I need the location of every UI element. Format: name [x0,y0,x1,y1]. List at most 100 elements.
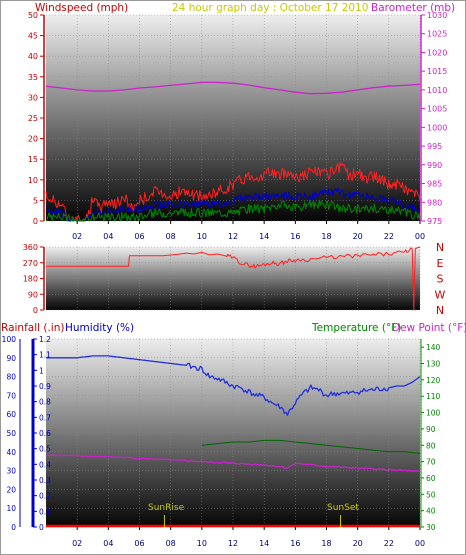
y-tick-label: 0.1 [39,507,51,516]
rainfall-axis-title: Rainfall (.in) [1,322,64,334]
y-tick-label: 0 [11,523,16,532]
wind-low-line [45,199,421,222]
y-tick-label: 1020 [427,48,447,57]
y-tick-label: 40 [28,52,38,61]
y-tick-label: 1010 [427,86,447,95]
x-tick-label: 12 [228,539,238,548]
dewpoint-axis-title: Dew Point (°F) [392,322,466,334]
y-tick-label: 990 [427,161,442,170]
y-tick-label: 270 [23,259,38,268]
y-tick-label: 120 [426,376,441,385]
humidity-line [46,355,421,416]
y-tick-label: 10 [28,176,38,185]
sunset-label: SunSet [327,503,359,513]
y-tick-label: 1000 [427,123,447,132]
y-tick-label: 90 [6,354,16,363]
y-tick-label: 975 [427,217,442,226]
x-tick-label: 06 [134,232,144,241]
y-tick-label: 980 [427,198,442,207]
x-tick-label: 08 [166,539,176,548]
dewpoint-line [201,439,421,454]
y-tick-label: 0.6 [39,429,51,438]
x-tick-label: 02 [72,539,82,548]
sunrise-label: SunRise [148,503,185,513]
y-tick-label: 995 [427,142,442,151]
y-tick-label: 70 [426,458,436,467]
y-tick-label: 1.2 [39,335,51,344]
y-tick-label: 1025 [427,30,447,39]
wind-barometer-plot: 0510152025303540455097598098599099510001… [28,11,448,241]
y-tick-label: 110 [426,392,441,401]
y-tick-label: 30 [426,523,436,532]
y-tick-label: 20 [28,135,38,144]
direction-compass-label: S [437,273,444,286]
x-tick-label: 22 [384,232,394,241]
y-tick-label: 80 [426,441,436,450]
wind-gust-line [45,162,421,222]
humidity-axis-title: Humidity (%) [65,322,134,334]
x-tick-label: 16 [290,539,300,548]
x-tick-label: 18 [321,232,331,241]
y-tick-label: 60 [6,410,16,419]
x-tick-label: 10 [197,232,207,241]
y-tick-label: 1005 [427,105,447,114]
humidity-temperature-plot: 0 0.1 0.2 0.3 0.4 0.5 0.6 0.7 0.8 0.9 1 1.1 1.2 0 10 20… [2,335,441,548]
y-tick-label: 50 [6,429,16,438]
x-tick-label: 00 [415,232,425,241]
x-tick-label: 14 [259,232,269,241]
windspeed-axis-title: Windspeed (mph) [35,2,128,14]
y-tick-label: 0.7 [39,413,51,422]
y-tick-label: 10 [6,504,16,513]
x-tick-label: 04 [103,539,113,548]
y-tick-label: 130 [426,360,441,369]
y-tick-label: 985 [427,180,442,189]
direction-compass-label: N [436,304,444,317]
y-tick-label: 360 [23,243,38,252]
x-tick-label: 04 [103,232,113,241]
y-tick-label: 45 [28,32,38,41]
temperature-line [45,454,421,473]
y-tick-label: 20 [6,485,16,494]
y-tick-label: 180 [23,275,38,284]
y-tick-label: 90 [28,290,38,299]
direction-compass-label: E [437,257,444,270]
y-tick-label: 50 [28,11,38,20]
y-tick-label: 90 [426,425,436,434]
x-tick-label: 20 [353,232,363,241]
direction-compass-label: W [435,288,446,301]
x-tick-label: 10 [197,539,207,548]
y-tick-label: 50 [426,490,436,499]
y-tick-label: 0.2 [39,492,51,501]
x-tick-label: 08 [166,232,176,241]
y-tick-label: 0 [39,523,44,532]
y-tick-label: 70 [6,391,16,400]
direction-compass-label: N [436,241,444,254]
y-tick-label: 30 [28,93,38,102]
temperature-axis-title: Temperature (°F) [311,322,401,334]
y-tick-label: 40 [426,507,436,516]
y-tick-label: 5 [33,196,38,205]
y-tick-label: 1 [39,366,44,375]
y-tick-label: 0 [33,217,38,226]
y-tick-label: 100 [426,409,441,418]
y-tick-label: 0 [33,306,38,315]
barometer-line [45,81,421,95]
y-tick-label: 1015 [427,67,447,76]
y-tick-label: 1030 [427,11,447,20]
x-tick-label: 12 [228,232,238,241]
y-tick-label: 0.9 [39,382,51,391]
y-tick-label: 25 [28,114,38,123]
x-tick-label: 00 [415,539,425,548]
y-tick-label: 1.1 [39,351,51,360]
y-tick-label: 30 [6,467,16,476]
x-tick-label: 22 [384,539,394,548]
y-tick-label: 40 [6,448,16,457]
barometer-axis-title: Barometer (mb) [371,2,455,14]
wind-mean-line [45,187,421,222]
graph-date-title: 24 hour graph day : October 17 2010 [172,2,368,14]
y-tick-label: 100 [2,335,17,344]
y-tick-label: 0.4 [39,460,51,469]
y-tick-label: 60 [426,474,436,483]
x-tick-label: 18 [321,539,331,548]
